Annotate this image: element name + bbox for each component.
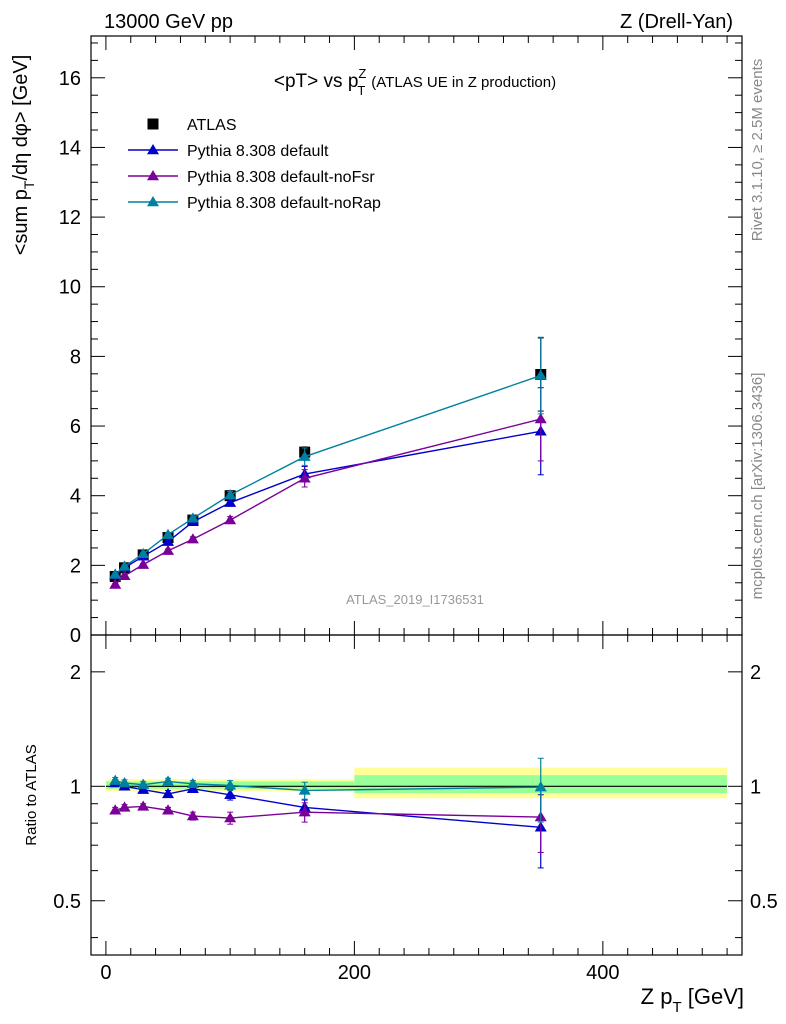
y-label-part1: <sum p xyxy=(10,189,32,255)
data-point-triangle xyxy=(298,472,311,483)
legend-label: Pythia 8.308 default xyxy=(187,143,329,160)
x-label-part1: Z p xyxy=(641,984,673,1009)
legend-marker-square xyxy=(147,118,159,130)
y-label-part2: /dη dφ> [GeV] xyxy=(10,55,32,181)
data-point-triangle xyxy=(224,788,237,799)
rivet-version-label: Rivet 3.1.10, ≥ 2.5M events xyxy=(749,59,766,242)
header-right: Z (Drell-Yan) xyxy=(620,11,733,33)
data-point-triangle xyxy=(137,558,150,569)
legend: ATLAS Pythia 8.308 default Pythia 8.308 de… xyxy=(128,117,381,212)
data-point-triangle xyxy=(109,804,122,815)
y-tick-label-main: 2 xyxy=(70,555,81,577)
data-point-triangle xyxy=(162,787,175,799)
y-tick-label-main: 14 xyxy=(59,137,81,159)
data-point-triangle xyxy=(186,512,199,523)
y-axis-label-ratio: Ratio to ATLAS xyxy=(23,744,40,845)
data-point-triangle xyxy=(162,535,175,546)
title-sub: T xyxy=(357,83,365,98)
data-point-triangle xyxy=(118,777,131,788)
y-tick-label-ratio-right: 1 xyxy=(750,776,761,798)
x-tick-label: 0 xyxy=(100,962,111,984)
data-point-triangle xyxy=(118,801,131,812)
y-tick-label-ratio: 1 xyxy=(70,776,81,798)
legend-marker-triangle xyxy=(147,170,159,181)
data-point-triangle xyxy=(162,544,175,555)
mcplots-label: mcplots.cern.ch [arXiv:1306.3436] xyxy=(749,373,766,600)
x-tick-label: 200 xyxy=(338,962,371,984)
y-tick-label-main: 8 xyxy=(70,346,81,368)
data-point-triangle xyxy=(224,779,237,790)
legend-label: ATLAS xyxy=(187,117,237,134)
data-point-triangle xyxy=(298,450,311,461)
series-line xyxy=(115,805,541,819)
title-sup: Z xyxy=(358,66,366,81)
x-tick-label: 400 xyxy=(586,962,619,984)
data-point-triangle xyxy=(162,775,175,786)
legend-marker-triangle xyxy=(147,196,159,207)
series-noFsr xyxy=(109,787,547,853)
y-tick-label-ratio: 2 xyxy=(70,662,81,684)
data-point-triangle xyxy=(118,569,131,580)
series-line xyxy=(114,374,541,575)
data-point-triangle xyxy=(224,812,237,823)
series-line xyxy=(114,430,541,576)
data-point-triangle xyxy=(162,528,175,539)
header-left: 13000 GeV pp xyxy=(104,11,233,33)
data-point-triangle xyxy=(186,533,199,544)
analysis-watermark: ATLAS_2019_I1736531 xyxy=(346,592,484,607)
main-series-group xyxy=(109,336,547,589)
ratio-panel-frame xyxy=(90,634,743,956)
x-label-sub: T xyxy=(672,999,681,1016)
data-point-triangle xyxy=(224,489,237,500)
title-main: <pT> vs p xyxy=(274,71,359,92)
series-noRap xyxy=(109,757,547,823)
uncertainty-bands xyxy=(105,767,728,799)
data-point-triangle xyxy=(186,810,199,821)
y-tick-label-main: 0 xyxy=(70,625,81,647)
data-point-triangle xyxy=(534,369,547,380)
data-point-triangle xyxy=(186,777,199,789)
y-tick-label-main: 10 xyxy=(59,277,81,299)
data-point-triangle xyxy=(298,784,311,795)
data-point-triangle xyxy=(137,778,150,789)
data-point-triangle xyxy=(109,774,122,785)
series-default xyxy=(109,387,547,580)
legend-marker-triangle xyxy=(147,144,159,155)
data-point-triangle xyxy=(298,806,311,817)
chart-title: <pT> vs pZ T (ATLAS UE in Z production) xyxy=(274,66,556,98)
data-point-triangle xyxy=(109,578,122,589)
y-tick-label-main: 12 xyxy=(59,207,81,229)
y-tick-label-ratio-right: 0.5 xyxy=(750,891,778,913)
ratio-series-group xyxy=(109,757,547,869)
x-label-part2: [GeV] xyxy=(682,984,744,1009)
y-tick-label-ratio-right: 2 xyxy=(750,662,761,684)
legend-label: Pythia 8.308 default-noRap xyxy=(187,195,381,212)
y-axis-label-main: <sum pT/dη dφ> [GeV] xyxy=(10,55,37,256)
y-tick-label-main: 16 xyxy=(59,68,81,90)
y-tick-label-main: 4 xyxy=(70,486,81,508)
x-axis-label: Z pT [GeV] xyxy=(641,984,744,1016)
data-point-triangle xyxy=(224,496,237,507)
data-point-triangle xyxy=(118,560,131,571)
data-point-triangle xyxy=(109,568,122,579)
title-paren: (ATLAS UE in Z production) xyxy=(371,74,556,91)
series-noRap xyxy=(109,336,547,579)
data-point-triangle xyxy=(137,547,150,559)
series-data xyxy=(109,337,547,582)
data-point-triangle xyxy=(137,800,150,811)
series-noFsr xyxy=(109,376,547,589)
series-line xyxy=(114,418,541,586)
y-tick-label-main: 6 xyxy=(70,416,81,438)
data-point-triangle xyxy=(534,413,547,424)
y-tick-label-ratio: 0.5 xyxy=(53,891,81,913)
legend-label: Pythia 8.308 default-noFsr xyxy=(187,169,375,186)
data-point-triangle xyxy=(162,804,175,815)
data-point-triangle xyxy=(224,514,237,525)
y-label-sub: T xyxy=(21,180,37,189)
data-point-triangle xyxy=(534,781,547,792)
